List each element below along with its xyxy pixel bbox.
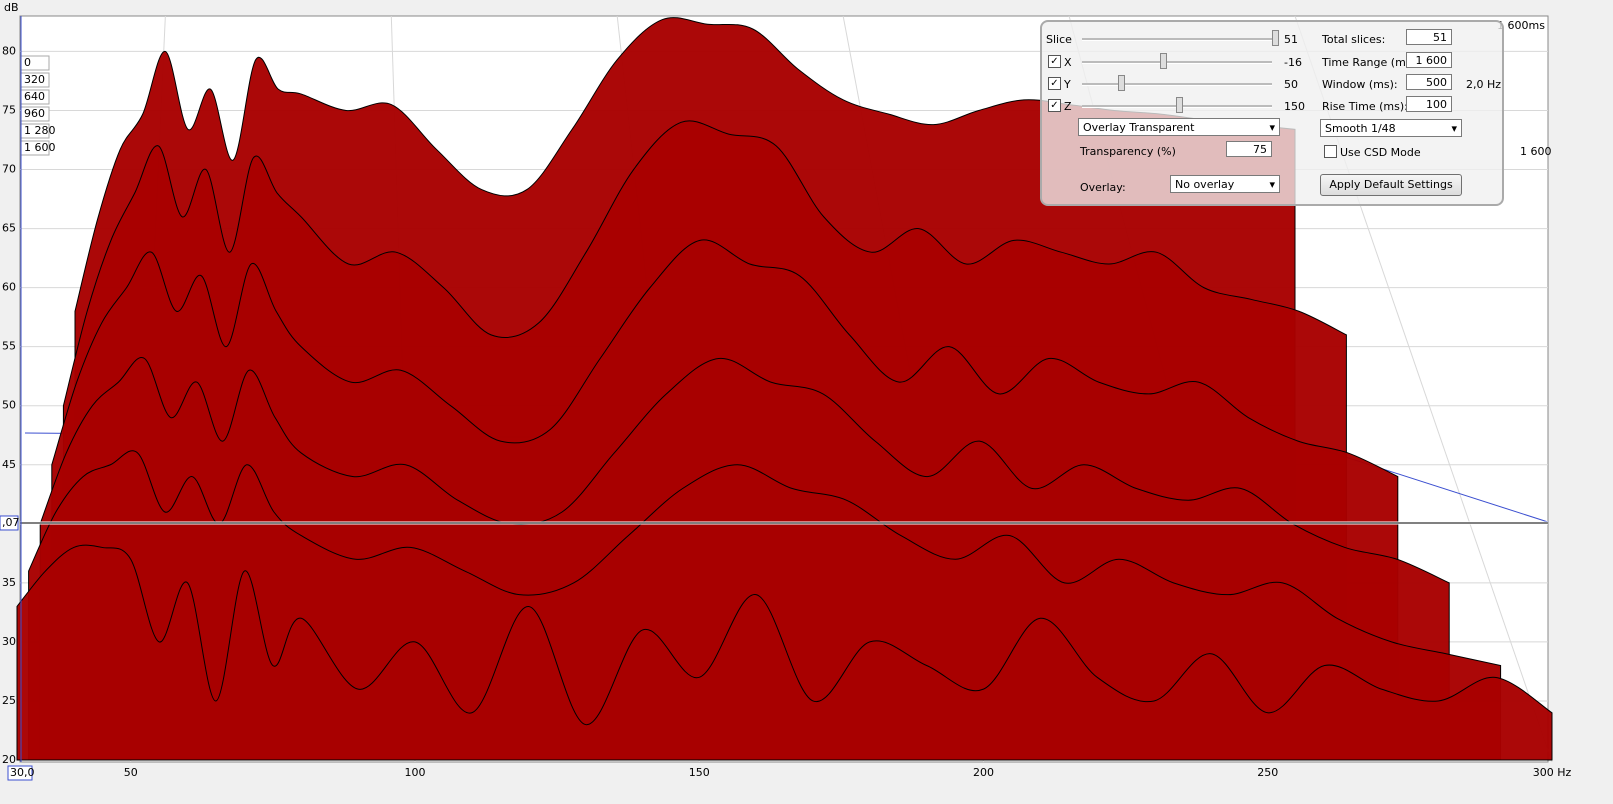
x-tick-label: 50 <box>124 766 138 779</box>
dropdown-arrow: ▾ <box>1269 178 1275 191</box>
label: Time Range (ms): <box>1322 56 1420 69</box>
value: -16 <box>1284 56 1302 69</box>
y-tick-label: 30 <box>2 635 16 648</box>
number-input[interactable]: 75 <box>1226 141 1272 157</box>
z-tick-label: 960 <box>24 107 45 120</box>
z-tick-label: 320 <box>24 73 45 86</box>
z-tick-label: 1 280 <box>24 124 56 137</box>
label: Y <box>1064 78 1071 91</box>
mode-dropdown[interactable]: Overlay Transparent ▾ <box>1078 118 1280 136</box>
smoothing-dropdown[interactable]: Smooth 1/48 ▾ <box>1320 119 1462 137</box>
y-tick-label: 60 <box>2 281 16 294</box>
checkbox[interactable]: ✓ <box>1048 99 1061 112</box>
y-tick-label: 35 <box>2 576 16 589</box>
cursor-box <box>0 515 19 531</box>
y-tick-label: 45 <box>2 458 16 471</box>
label: Slice <box>1046 33 1072 46</box>
value: 51 <box>1284 33 1298 46</box>
slider[interactable] <box>1082 83 1272 86</box>
x-tick-label: 100 <box>404 766 425 779</box>
apply-button[interactable]: Apply Default Settings <box>1320 174 1462 196</box>
checkbox[interactable]: ✓ <box>1048 77 1061 90</box>
label: X <box>1064 56 1072 69</box>
z-tick-label: 0 <box>24 56 31 69</box>
label: Use CSD Mode <box>1340 146 1421 159</box>
number-input[interactable]: 500 <box>1406 74 1452 90</box>
checkbox[interactable] <box>1324 145 1337 158</box>
label: Window (ms): <box>1322 78 1398 91</box>
label: Transparency (%) <box>1080 145 1176 158</box>
dropdown-arrow: ▾ <box>1269 121 1275 134</box>
number-input[interactable]: 100 <box>1406 96 1452 112</box>
value: 50 <box>1284 78 1298 91</box>
y-tick-label: 55 <box>2 340 16 353</box>
y-tick-label: 80 <box>2 44 16 57</box>
slider-thumb[interactable] <box>1160 53 1167 69</box>
number-input[interactable]: 1 600 <box>1406 52 1452 68</box>
dropdown-arrow: ▾ <box>1451 122 1457 135</box>
slice <box>16 544 1553 761</box>
dropdown-text: Overlay Transparent <box>1083 121 1195 134</box>
y-tick-label: 70 <box>2 163 16 176</box>
dropdown-text: No overlay <box>1175 178 1235 191</box>
dropdown-text: Smooth 1/48 <box>1325 122 1396 135</box>
x-tick-label: 200 <box>973 766 994 779</box>
label: Z <box>1064 100 1072 113</box>
label: Overlay: <box>1080 181 1126 194</box>
y-tick-label: 65 <box>2 222 16 235</box>
value: 150 <box>1284 100 1305 113</box>
z-front-label: 1 600 <box>1520 145 1552 158</box>
overlay-dropdown[interactable]: No overlay ▾ <box>1170 175 1280 193</box>
number-input[interactable]: 51 <box>1406 29 1452 45</box>
cursor-box <box>7 765 33 781</box>
cursor-y-label: ,07 <box>2 516 20 529</box>
slider-thumb[interactable] <box>1176 97 1183 113</box>
checkbox[interactable]: ✓ <box>1048 55 1061 68</box>
label: Rise Time (ms): <box>1322 100 1408 113</box>
y-tick-label: 50 <box>2 399 16 412</box>
slider-thumb[interactable] <box>1118 75 1125 91</box>
slider[interactable] <box>1082 61 1272 64</box>
settings-panel: Slice 51 ✓ X -16 ✓ Y 50 ✓ Z 150 Overlay … <box>1040 20 1504 206</box>
y-unit: dB <box>4 1 19 14</box>
x-tick-label: 150 <box>689 766 710 779</box>
label: Total slices: <box>1322 33 1386 46</box>
resolution: 2,0 Hz <box>1466 78 1502 91</box>
cursor-x-label: 30,0 <box>10 766 35 779</box>
z-back-label: 1 600ms <box>1497 19 1545 32</box>
y-tick-label: 20 <box>2 753 16 766</box>
y-tick-label: 75 <box>2 103 16 116</box>
y-tick-label: 25 <box>2 694 16 707</box>
x-tick-label: 300 Hz <box>1533 766 1572 779</box>
z-tick-label: 640 <box>24 90 45 103</box>
z-tick-label: 1 600 <box>24 141 56 154</box>
slider[interactable] <box>1082 38 1272 41</box>
slider-thumb[interactable] <box>1272 30 1279 46</box>
x-tick-label: 250 <box>1257 766 1278 779</box>
